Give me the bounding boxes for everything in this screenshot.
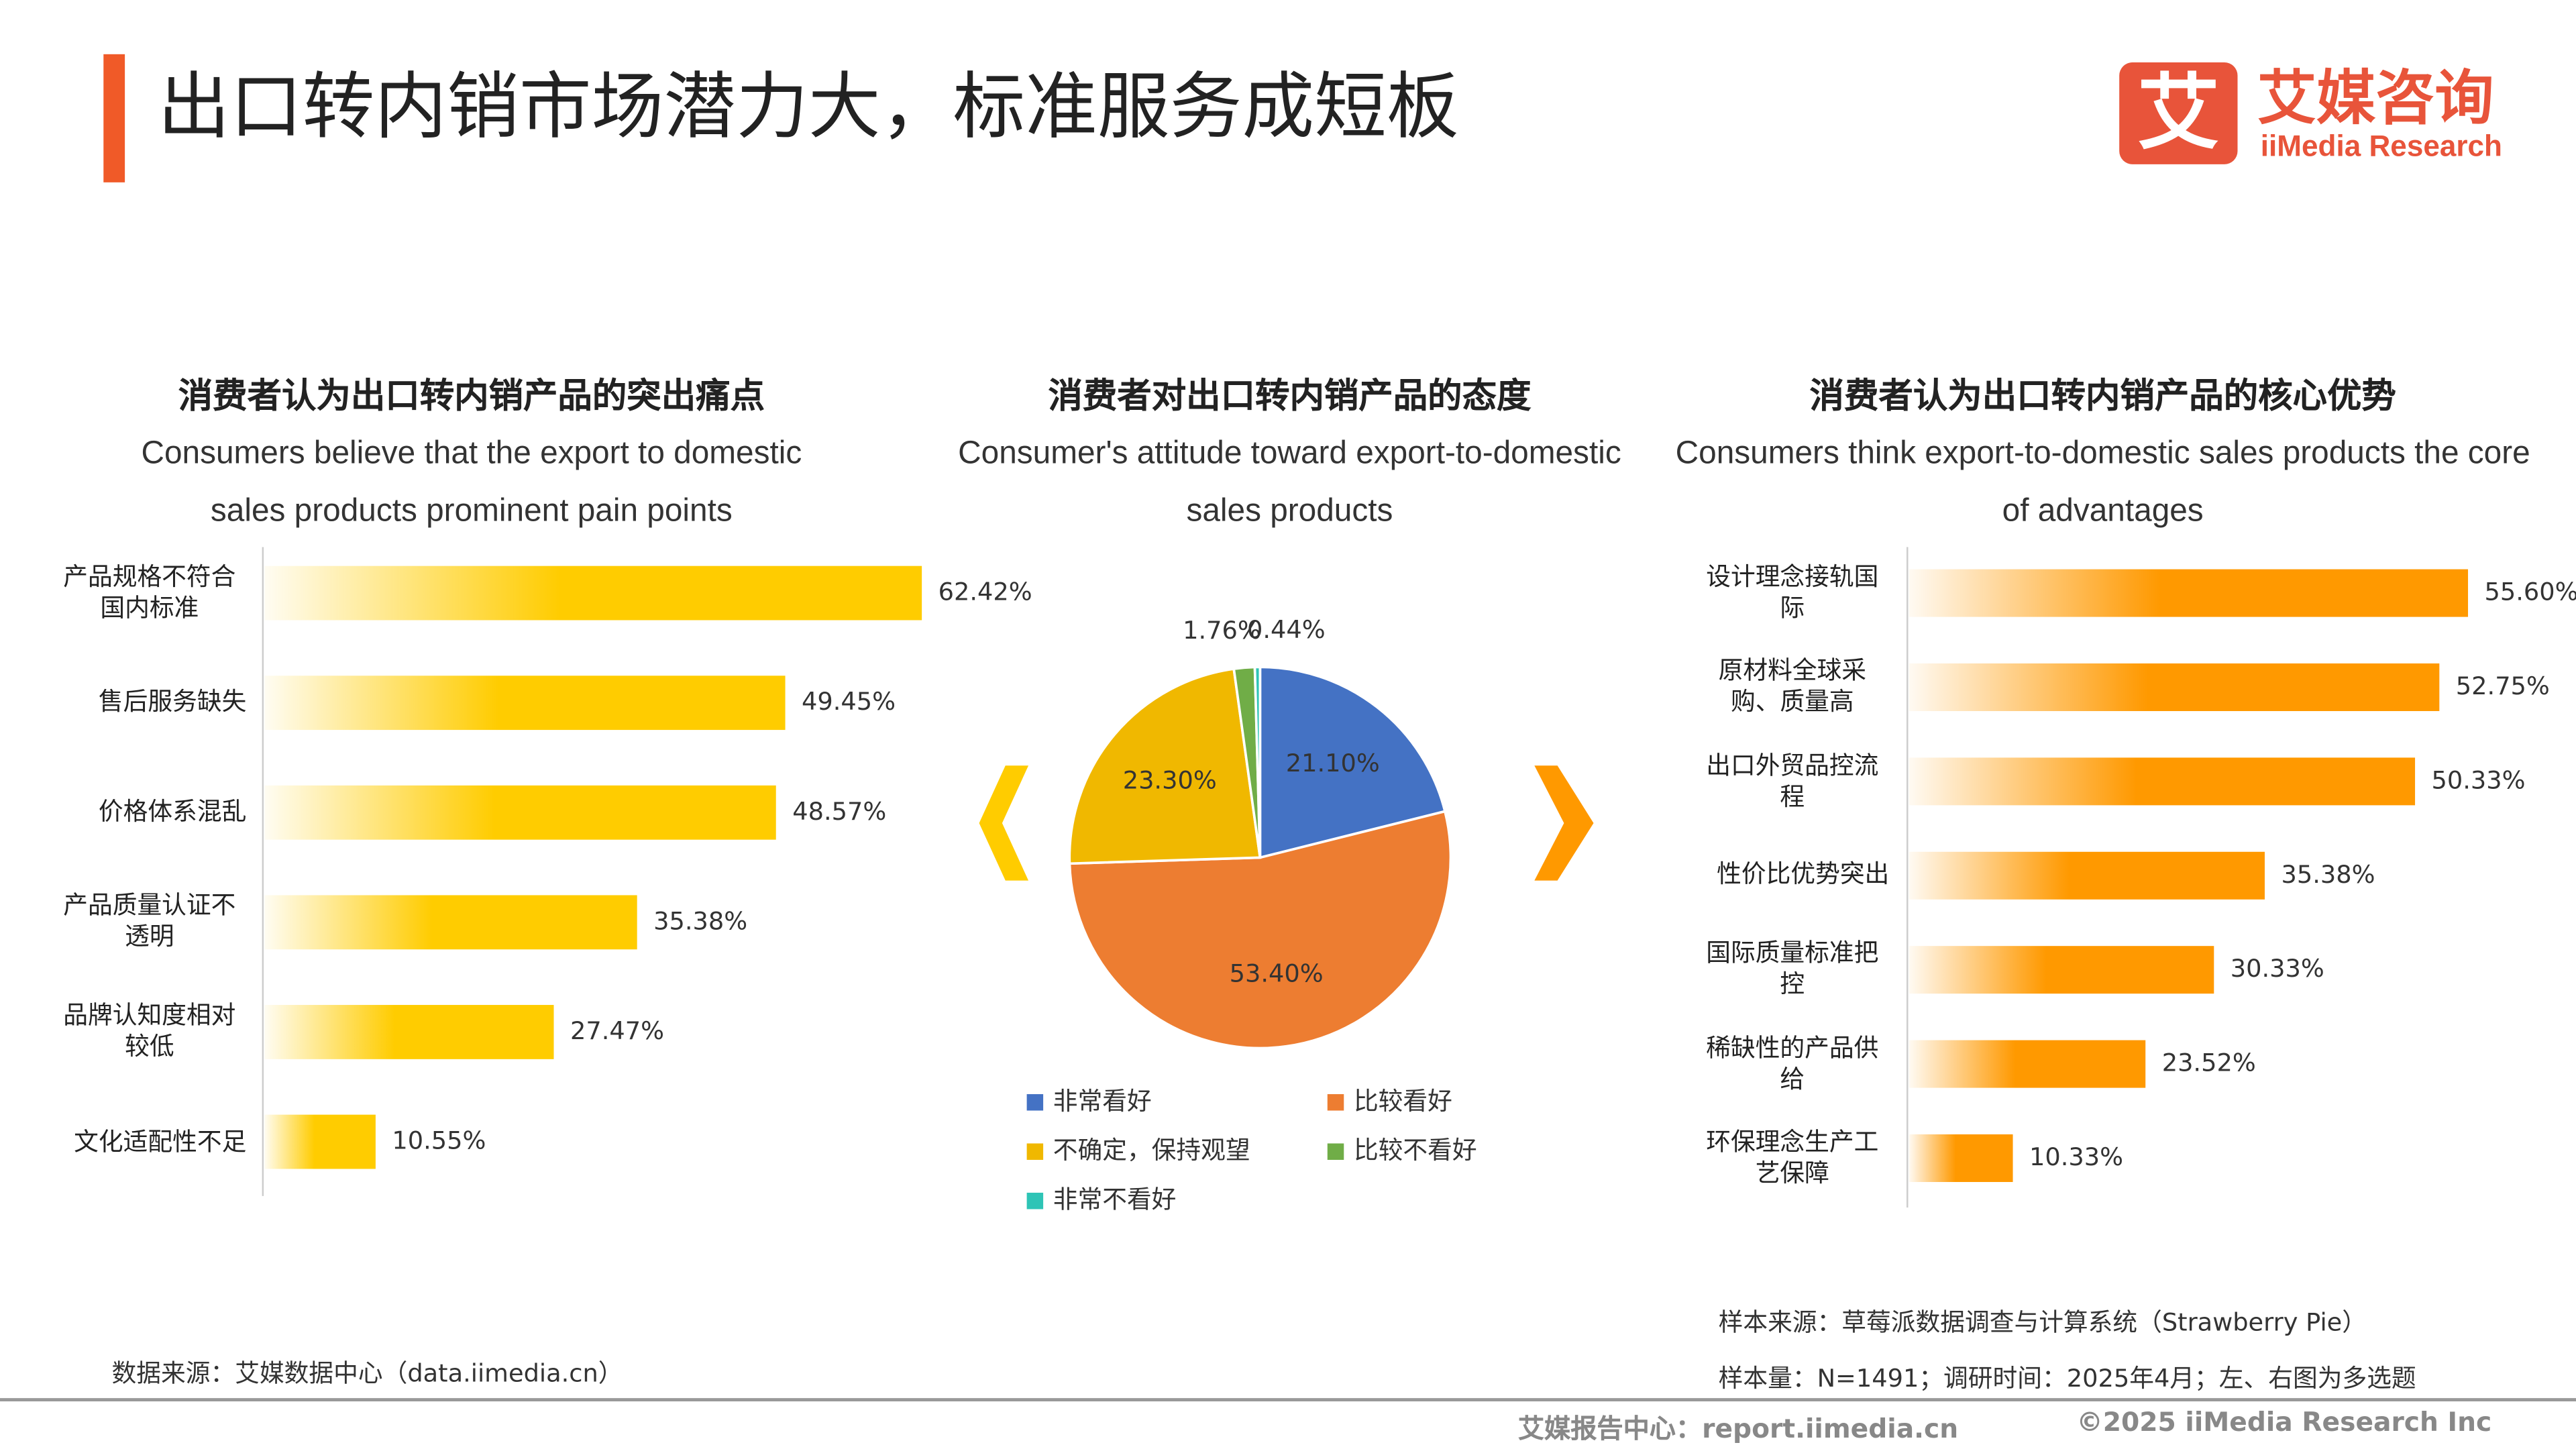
bar	[1909, 851, 2265, 900]
category-text: 品牌认知度相对较低	[63, 1000, 236, 1062]
legend-label: 比较不看好	[1354, 1136, 1477, 1165]
bar	[264, 1005, 554, 1059]
category-text: 文化适配性不足	[74, 1126, 247, 1156]
category-label: 设计理念接轨国际	[1676, 560, 1889, 626]
value-label: 50.33%	[2432, 765, 2526, 794]
value-label: 35.38%	[2281, 860, 2375, 889]
category-text: 价格体系混乱	[98, 796, 247, 827]
category-text: 性价比优势突出	[1717, 860, 1890, 890]
sample-source: 样本来源：草莓派数据调查与计算系统（Strawberry Pie）	[1718, 1307, 2367, 1338]
value-label: 10.55%	[392, 1126, 486, 1155]
category-label: 产品质量认证不透明	[33, 890, 246, 955]
value-label: 1.76%	[1183, 616, 1261, 645]
bar	[264, 1114, 376, 1169]
value-label: 21.10%	[1286, 749, 1380, 777]
chart-subtitle: Consumers believe that the export to dom…	[141, 435, 802, 529]
bar	[1909, 757, 2416, 806]
category-label: 产品规格不符合国内标准	[33, 560, 246, 626]
category-label: 品牌认知度相对较低	[33, 999, 246, 1065]
category-label: 国际质量标准把控	[1676, 937, 1889, 1003]
report-center: 艾媒报告中心：report.iimedia.cn	[1517, 1413, 1959, 1444]
value-label: 53.40%	[1230, 959, 1324, 987]
bar	[1909, 1134, 2013, 1182]
logo-mark: 艾	[2119, 62, 2238, 164]
value-label: 48.57%	[792, 797, 886, 826]
bar	[1909, 569, 2469, 617]
next-chevron	[1534, 765, 1594, 881]
data-source: 数据来源：艾媒数据中心（data.iimedia.cn）	[111, 1358, 623, 1389]
legend-label: 非常看好	[1053, 1087, 1152, 1116]
legend-label: 不确定，保持观望	[1053, 1136, 1250, 1165]
value-label: 52.75%	[2456, 672, 2550, 700]
category-label: 文化适配性不足	[33, 1109, 246, 1175]
chart-title: 消费者对出口转内销产品的态度	[1048, 376, 1532, 416]
category-text: 出口外贸品控流程	[1706, 750, 1879, 811]
category-text: 稀缺性的产品供给	[1706, 1032, 1879, 1094]
value-label: 0.44%	[1247, 615, 1326, 644]
category-label: 价格体系混乱	[33, 780, 246, 845]
legend-swatch	[1026, 1143, 1044, 1160]
bar	[1909, 663, 2440, 711]
category-text: 原材料全球采购、质量高	[1718, 655, 1867, 717]
pie-slice	[1068, 810, 1452, 1050]
category-label: 性价比优势突出	[1676, 843, 1889, 908]
legend-label: 比较看好	[1354, 1087, 1452, 1116]
bar	[264, 566, 922, 621]
category-text: 产品质量认证不透明	[63, 891, 236, 952]
bar	[264, 676, 786, 731]
chart-subtitle: Consumers think export-to-domestic sales…	[1675, 435, 2530, 529]
bar	[264, 895, 637, 950]
title-accent	[103, 54, 125, 182]
category-label: 售后服务缺失	[33, 670, 246, 736]
category-label: 环保理念生产工艺保障	[1676, 1125, 1889, 1191]
chart-subtitle: Consumer's attitude toward export-to-dom…	[958, 435, 1621, 529]
legend-swatch	[1026, 1192, 1044, 1210]
category-label: 原材料全球采购、质量高	[1676, 654, 1889, 720]
copyright: ©2025 iiMedia Research Inc	[2076, 1406, 2492, 1438]
legend-swatch	[1026, 1094, 1044, 1111]
value-label: 27.47%	[570, 1016, 664, 1045]
value-label: 55.60%	[2485, 578, 2576, 606]
bar	[1909, 946, 2214, 994]
value-label: 23.52%	[2162, 1049, 2256, 1077]
legend-swatch	[1327, 1094, 1344, 1111]
value-label: 49.45%	[802, 687, 896, 716]
category-label: 稀缺性的产品供给	[1676, 1031, 1889, 1097]
value-label: 35.38%	[653, 906, 747, 935]
value-label: 62.42%	[938, 578, 1032, 606]
category-label: 出口外贸品控流程	[1676, 749, 1889, 814]
bar	[1909, 1040, 2146, 1088]
category-text: 产品规格不符合国内标准	[63, 561, 236, 623]
category-text: 环保理念生产工艺保障	[1706, 1126, 1879, 1188]
logo-name: 艾媒咨询	[2257, 65, 2494, 133]
value-label: 30.33%	[2231, 954, 2324, 983]
value-label: 10.33%	[2029, 1142, 2123, 1171]
sample-size: 样本量：N=1491；调研时间：2025年4月；左、右图为多选题	[1718, 1363, 2416, 1393]
pie-slice	[1258, 665, 1447, 859]
prev-chevron	[979, 765, 1029, 881]
category-text: 设计理念接轨国际	[1706, 561, 1879, 623]
legend-swatch	[1327, 1143, 1344, 1160]
category-text: 售后服务缺失	[98, 687, 247, 717]
category-text: 国际质量标准把控	[1706, 938, 1879, 1000]
chart-title: 消费者认为出口转内销产品的核心优势	[1809, 376, 2396, 416]
logo-subtitle: iiMedia Research	[2260, 129, 2502, 163]
bar	[264, 785, 776, 840]
value-label: 23.30%	[1123, 765, 1217, 794]
pie-slice	[1068, 667, 1262, 865]
page-title: 出口转内销市场潜力大，标准服务成短板	[158, 65, 1459, 150]
pie-slice	[1253, 665, 1262, 858]
legend-label: 非常不看好	[1053, 1185, 1177, 1214]
chart-title: 消费者认为出口转内销产品的突出痛点	[178, 376, 765, 416]
